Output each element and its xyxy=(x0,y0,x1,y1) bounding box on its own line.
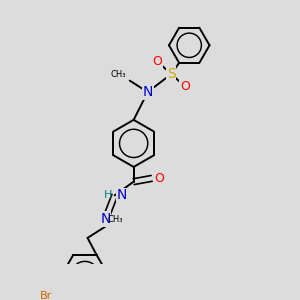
Text: O: O xyxy=(154,172,164,185)
Text: CH₃: CH₃ xyxy=(111,70,127,79)
Text: N: N xyxy=(116,188,127,203)
Text: O: O xyxy=(153,55,163,68)
Text: N: N xyxy=(142,85,153,99)
Text: H: H xyxy=(104,190,112,200)
Text: CH₃: CH₃ xyxy=(107,215,123,224)
Text: O: O xyxy=(180,80,190,93)
Text: S: S xyxy=(167,67,176,81)
Text: Br: Br xyxy=(40,291,52,300)
Text: N: N xyxy=(100,212,111,226)
